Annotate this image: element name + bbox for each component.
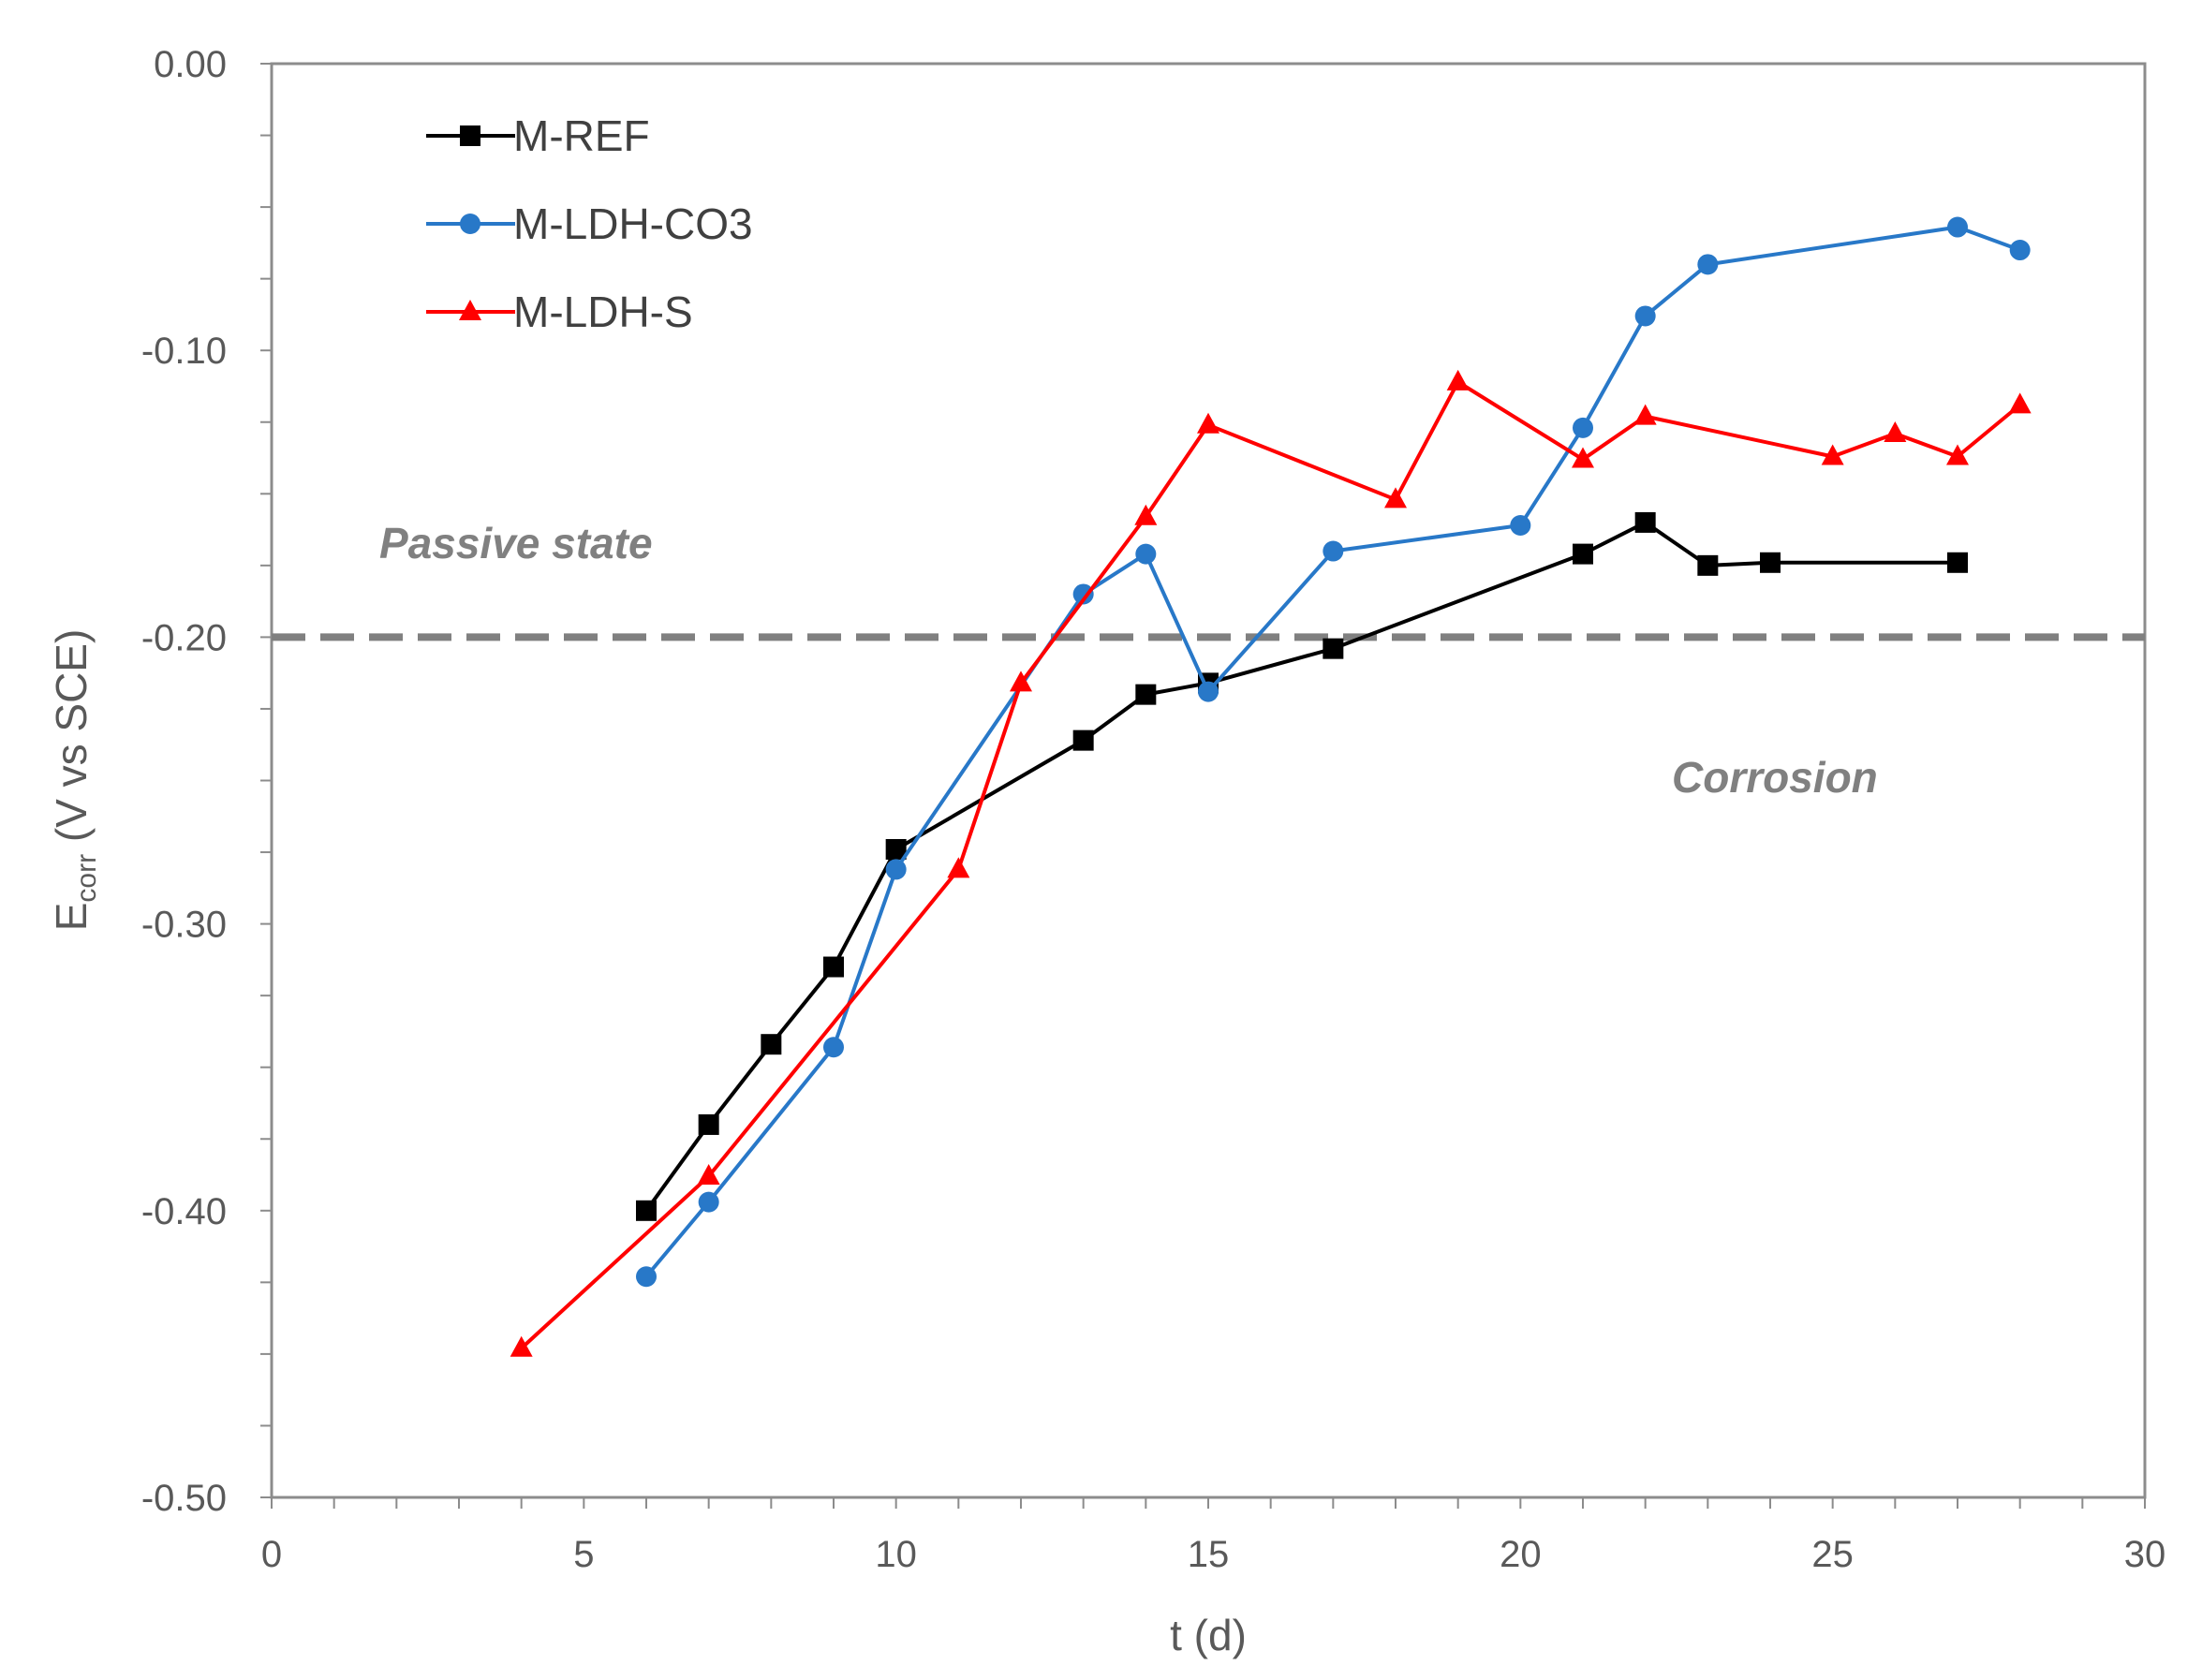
data-point (1573, 417, 1593, 438)
data-point (1697, 554, 1719, 576)
x-tick-labels: 0 5 10 15 20 25 30 (261, 1534, 2165, 1575)
legend-marker (459, 300, 481, 320)
data-point (1134, 504, 1158, 525)
data-point (1633, 404, 1657, 425)
data-point (1947, 552, 1968, 573)
y-axis-title-rest: (V vs SCE) (47, 629, 96, 854)
legend-item: M-REF (426, 111, 650, 160)
y-tick-label: -0.20 (141, 617, 227, 658)
y-tick-label: -0.30 (141, 905, 227, 946)
y-axis-title-main: E (47, 903, 96, 932)
y-tick-label: -0.50 (141, 1478, 227, 1519)
series-line (644, 520, 1958, 1212)
y-axis-title-subscript: corr (71, 854, 102, 903)
data-point (1197, 412, 1219, 434)
data-point (1946, 444, 1969, 465)
series-line (520, 379, 2021, 1350)
data-point (1135, 543, 1157, 565)
series-line (644, 225, 2021, 1278)
data-point (1323, 540, 1344, 562)
legend-item: M-LDH-CO3 (426, 199, 753, 248)
data-point (823, 956, 844, 978)
x-tick-label: 0 (261, 1534, 282, 1575)
data-point (761, 1034, 782, 1055)
series-layer (510, 216, 2032, 1357)
data-point (1135, 684, 1157, 705)
x-tick-label: 15 (1188, 1534, 1230, 1575)
legend-marker (460, 125, 480, 146)
data-point (636, 1266, 657, 1288)
data-point (1697, 254, 1719, 275)
x-tick-label: 5 (573, 1534, 594, 1575)
series-m-ldh-s (510, 369, 2032, 1357)
data-point (698, 1113, 719, 1135)
data-point (1760, 552, 1781, 573)
data-point (2009, 240, 2031, 261)
legend-label: M-REF (513, 111, 650, 160)
data-point (823, 1037, 844, 1058)
data-point (1323, 638, 1344, 659)
data-point (1010, 671, 1032, 692)
passive-state-label: Passive state (379, 519, 653, 567)
data-point (1072, 583, 1094, 605)
data-point (885, 838, 907, 860)
data-point (1634, 305, 1656, 327)
y-tick-label: -0.10 (141, 331, 227, 372)
series-m-ldh-co3 (636, 216, 2031, 1288)
y-tick-label: -0.40 (141, 1191, 227, 1232)
data-point (698, 1191, 719, 1213)
data-point (1572, 447, 1594, 468)
legend-label: M-LDH-CO3 (513, 199, 753, 248)
legend: M-REF M-LDH-CO3 M-LDH-S (426, 111, 753, 336)
y-tick-label: 0.00 (154, 44, 227, 85)
corrosion-label: Corrosion (1672, 753, 1878, 802)
y-axis-title: Ecorr (V vs SCE) (47, 629, 102, 932)
x-tick-label: 25 (1811, 1534, 1854, 1575)
data-point (1634, 511, 1656, 533)
y-tick-labels: 0.00 -0.10 -0.20 -0.30 -0.40 -0.50 (141, 44, 227, 1519)
x-minor-ticks (271, 1497, 2146, 1509)
data-point (1884, 420, 1907, 442)
data-point (1384, 487, 1407, 508)
plot-area (270, 62, 2147, 1499)
data-point (2008, 392, 2032, 414)
legend-label: M-LDH-S (513, 287, 693, 336)
data-point (697, 1164, 720, 1186)
legend-item: M-LDH-S (426, 287, 693, 336)
x-tick-label: 20 (1500, 1534, 1542, 1575)
data-point (1198, 681, 1219, 702)
data-point (1510, 514, 1531, 536)
data-point (636, 1200, 657, 1221)
x-tick-label: 30 (2124, 1534, 2166, 1575)
data-point (1573, 543, 1593, 565)
data-point (1446, 369, 1470, 391)
data-point (947, 857, 970, 878)
y-minor-ticks (260, 63, 272, 1498)
data-point (1072, 729, 1094, 751)
x-tick-label: 10 (875, 1534, 917, 1575)
data-point (1947, 216, 1968, 238)
x-axis-title: t (d) (1170, 1611, 1247, 1659)
data-point (885, 859, 907, 880)
data-point (510, 1335, 533, 1357)
legend-marker (460, 214, 480, 234)
data-point (1821, 444, 1844, 465)
